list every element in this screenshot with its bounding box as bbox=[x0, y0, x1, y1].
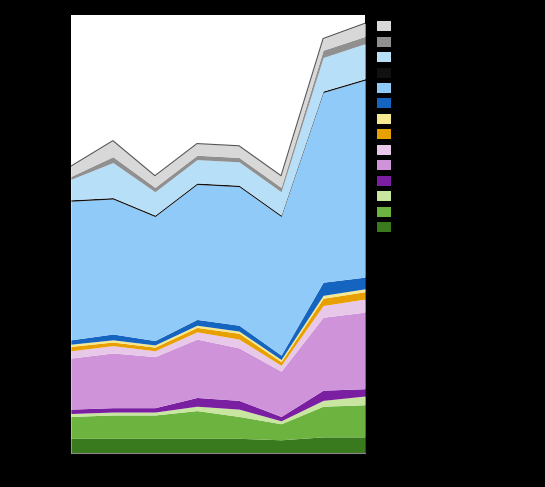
Legend: Hazardous waste, Scrapped vehicles, Other, Concrete and bricks, Mixed waste, EE-: Hazardous waste, Scrapped vehicles, Othe… bbox=[376, 20, 545, 234]
